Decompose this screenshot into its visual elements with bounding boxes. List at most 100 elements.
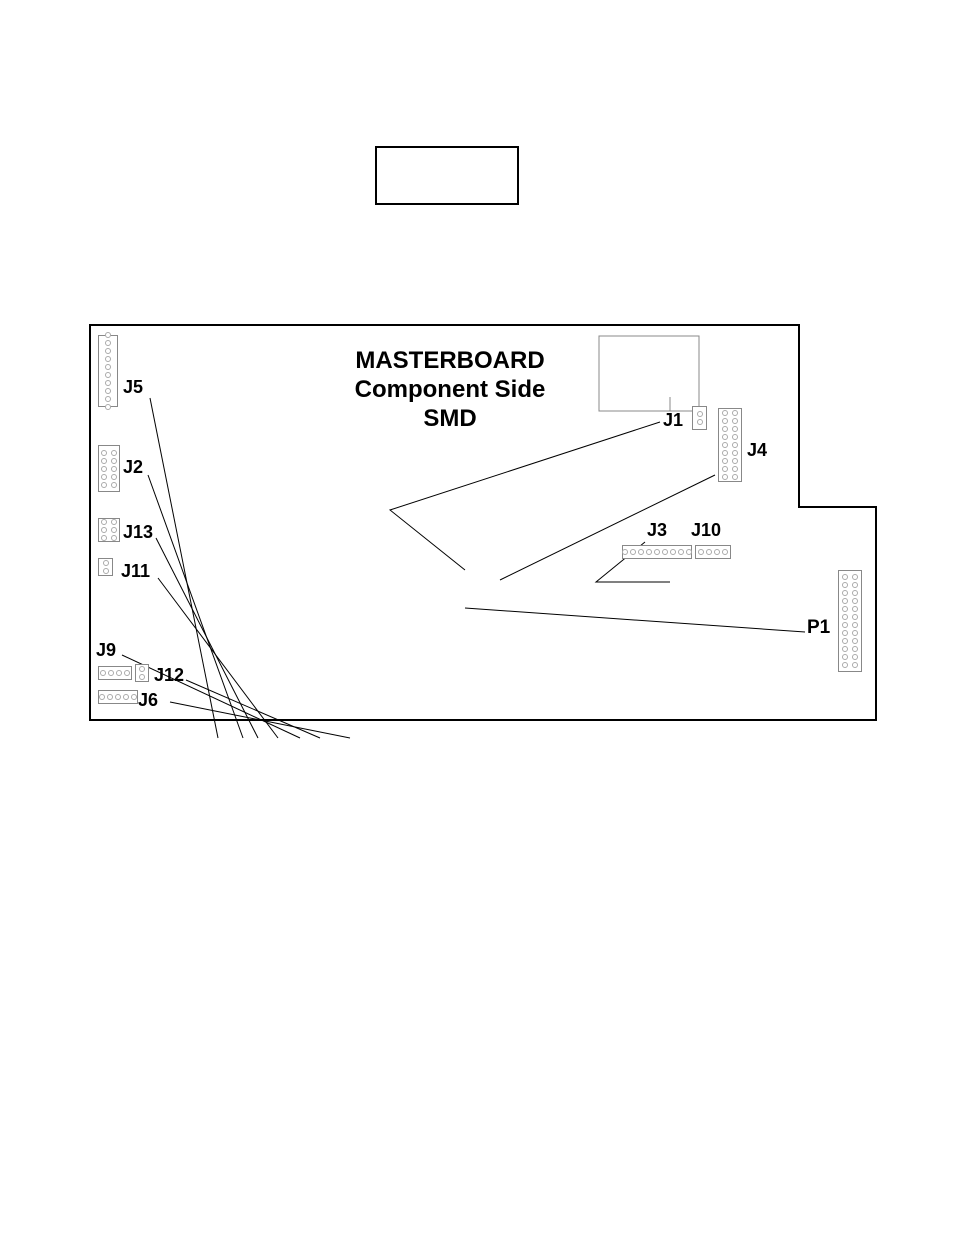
connector-j6 — [98, 690, 138, 704]
connector-j3 — [622, 545, 692, 559]
title-line-1: MASTERBOARD — [300, 347, 600, 376]
pin — [722, 442, 728, 448]
pin — [105, 388, 111, 394]
pin — [103, 568, 109, 574]
title-line-3: SMD — [300, 405, 600, 434]
pin — [842, 654, 848, 660]
pin — [722, 458, 728, 464]
board-title: MASTERBOARD Component Side SMD — [300, 347, 600, 433]
pin — [852, 614, 858, 620]
pin — [842, 622, 848, 628]
pin — [852, 662, 858, 668]
inner-square-fold — [644, 397, 670, 411]
pin — [654, 549, 660, 555]
pin — [139, 666, 145, 672]
pin — [842, 630, 848, 636]
pin — [722, 426, 728, 432]
label-p1: P1 — [807, 617, 830, 639]
label-j3: J3 — [647, 520, 667, 541]
top-small-box — [375, 146, 519, 205]
pin — [714, 549, 720, 555]
pin — [732, 474, 738, 480]
pin — [722, 434, 728, 440]
leader-j13 — [156, 538, 258, 738]
label-j4: J4 — [747, 440, 767, 461]
pin — [842, 646, 848, 652]
pin — [101, 450, 107, 456]
title-line-2: Component Side — [300, 376, 600, 405]
pin — [123, 694, 129, 700]
pin — [111, 474, 117, 480]
leader-j1 — [390, 422, 660, 570]
pin — [697, 411, 703, 417]
label-j6: J6 — [138, 690, 158, 711]
pin — [732, 418, 738, 424]
pin — [852, 582, 858, 588]
pin — [698, 549, 704, 555]
pin — [115, 694, 121, 700]
pin — [105, 364, 111, 370]
pin — [101, 535, 107, 541]
pin — [852, 630, 858, 636]
connector-j9 — [98, 666, 132, 680]
pin — [852, 654, 858, 660]
pin — [842, 662, 848, 668]
pin — [852, 590, 858, 596]
pin — [111, 458, 117, 464]
leader-p1 — [465, 608, 805, 632]
leader-j11 — [158, 578, 278, 738]
connector-j13 — [98, 518, 120, 542]
pin — [852, 646, 858, 652]
pin — [670, 549, 676, 555]
pin — [732, 410, 738, 416]
pin — [101, 482, 107, 488]
pin — [100, 670, 106, 676]
leader-j4 — [500, 475, 715, 580]
inner-component-square — [599, 336, 699, 411]
connector-j1 — [692, 406, 707, 430]
label-j13: J13 — [123, 522, 153, 543]
pin — [842, 574, 848, 580]
leader-j6 — [170, 702, 350, 738]
pin — [852, 638, 858, 644]
label-j12: J12 — [154, 665, 184, 686]
connector-j5 — [98, 335, 118, 407]
pin — [852, 622, 858, 628]
pin — [139, 674, 145, 680]
pin — [101, 474, 107, 480]
leader-j12 — [186, 680, 320, 738]
pin — [101, 519, 107, 525]
pin — [722, 450, 728, 456]
pin — [105, 372, 111, 378]
pin — [722, 418, 728, 424]
pin — [111, 535, 117, 541]
pin — [105, 340, 111, 346]
pin — [732, 426, 738, 432]
pin — [686, 549, 692, 555]
pin — [852, 574, 858, 580]
connector-j2 — [98, 445, 120, 492]
pin — [732, 458, 738, 464]
pin — [706, 549, 712, 555]
pin — [107, 694, 113, 700]
pin — [108, 670, 114, 676]
pin — [111, 527, 117, 533]
connector-j10 — [695, 545, 731, 559]
pin — [722, 549, 728, 555]
pin — [662, 549, 668, 555]
pin — [99, 694, 105, 700]
label-j10: J10 — [691, 520, 721, 541]
pin — [638, 549, 644, 555]
pin — [842, 638, 848, 644]
pin — [630, 549, 636, 555]
pin — [105, 332, 111, 338]
pin — [111, 466, 117, 472]
pin — [852, 606, 858, 612]
pin — [105, 396, 111, 402]
pin — [111, 519, 117, 525]
label-j11: J11 — [121, 561, 150, 582]
pin — [105, 348, 111, 354]
pin — [622, 549, 628, 555]
pin — [842, 582, 848, 588]
pin — [722, 474, 728, 480]
